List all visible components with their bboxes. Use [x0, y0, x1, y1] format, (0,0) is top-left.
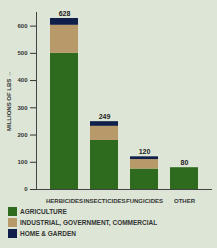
svg-text:MILLIONS OF LBS →: MILLIONS OF LBS →	[6, 71, 12, 131]
svg-text:INSECTICIDES: INSECTICIDES	[83, 198, 125, 204]
svg-text:600: 600	[17, 23, 28, 29]
svg-text:249: 249	[99, 113, 111, 120]
svg-text:628: 628	[59, 10, 71, 17]
svg-text:120: 120	[139, 148, 151, 155]
svg-text:FUNGICIDES: FUNGICIDES	[126, 198, 163, 204]
svg-text:500: 500	[17, 50, 28, 56]
svg-text:400: 400	[17, 77, 28, 83]
svg-text:100: 100	[17, 159, 28, 165]
svg-text:80: 80	[181, 159, 189, 166]
svg-text:HERBICIDES: HERBICIDES	[46, 198, 83, 204]
html-text:HOME & GARDEN: HOME & GARDEN	[20, 230, 76, 237]
svg-text:200: 200	[17, 132, 28, 138]
svg-text:OTHER: OTHER	[174, 198, 196, 204]
svg-text:300: 300	[17, 105, 28, 111]
html-text:AGRICULTURE: AGRICULTURE	[20, 208, 67, 215]
html-text:INDUSTRIAL, GOVERNMENT, COMMER: INDUSTRIAL, GOVERNMENT, COMMERCIAL	[20, 219, 158, 226]
svg-text:0: 0	[24, 186, 28, 192]
